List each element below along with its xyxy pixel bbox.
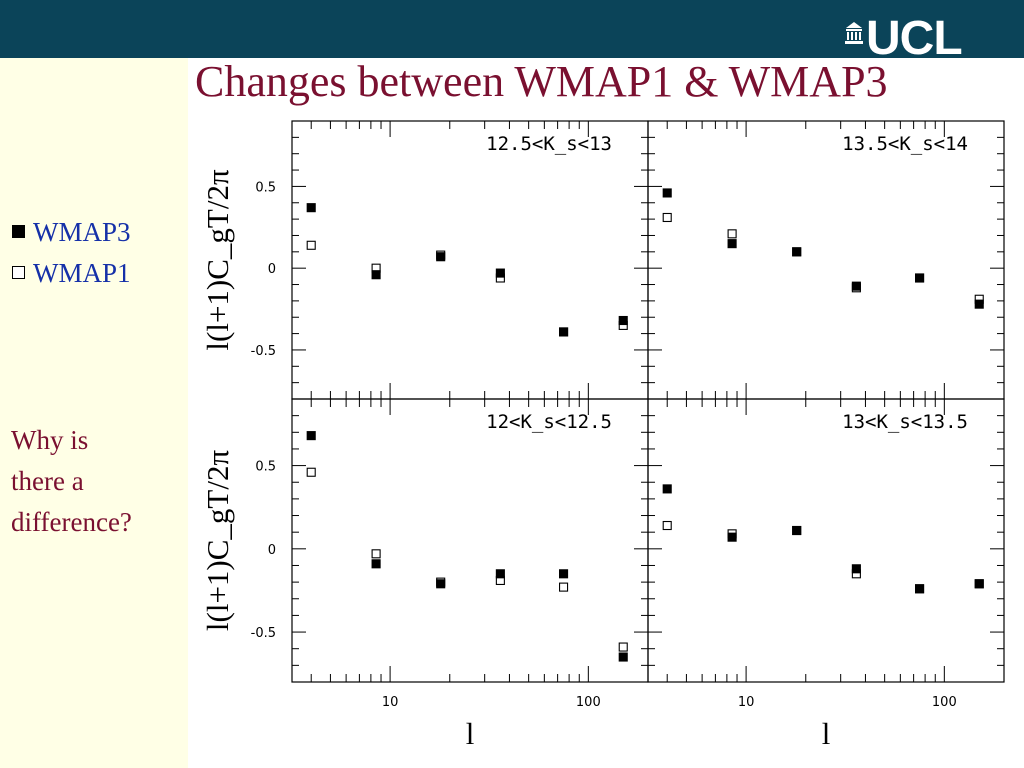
- x-axis-label: l: [822, 716, 831, 751]
- data-point-wmap1: [662, 212, 672, 223]
- logo-text: UCL: [866, 12, 963, 65]
- x-tick-label: 100: [576, 695, 601, 710]
- data-point-wmap3: [436, 252, 446, 262]
- question-line: Why is: [11, 425, 89, 455]
- data-point-wmap3: [727, 532, 737, 542]
- panel-label: 12.5<K_s<13: [486, 133, 612, 155]
- y-axis-label: l(l+1)C_gT/2π: [200, 169, 235, 351]
- data-point-wmap3: [371, 559, 381, 569]
- data-point-wmap1: [306, 467, 316, 477]
- ucl-portico-icon: [845, 22, 863, 44]
- y-tick-label: -0.5: [251, 626, 276, 641]
- panel-frame: [647, 120, 1005, 400]
- y-tick-label: 0.5: [255, 460, 276, 475]
- sidebar: [0, 58, 188, 768]
- data-point-wmap1: [662, 520, 672, 531]
- data-point-wmap3: [495, 268, 505, 278]
- question-line: there a: [11, 466, 84, 496]
- open-square-icon: [12, 266, 25, 279]
- data-point-wmap3: [495, 569, 505, 579]
- panel-label: 13<K_s<13.5: [842, 411, 968, 433]
- data-point-wmap1: [371, 549, 381, 559]
- legend-item-wmap1: WMAP1: [12, 257, 131, 289]
- data-point-wmap3: [662, 484, 672, 494]
- slide-title: Changes between WMAP1 & WMAP3: [195, 57, 888, 106]
- question-text: Why is there a difference?: [11, 420, 181, 543]
- panel-3: 0.5 0 -0.5 l(l+1)C_gT/2π 10 100 l 12<K_s<12.5: [200, 398, 649, 751]
- data-point-wmap3: [436, 579, 446, 589]
- data-point-wmap3: [618, 315, 628, 326]
- panel-4: 10 100 l 13<K_s<13.5: [647, 398, 1005, 751]
- data-point-wmap3: [618, 652, 628, 662]
- data-point-wmap3: [792, 247, 802, 257]
- x-tick-label: 10: [738, 695, 755, 710]
- data-point-wmap3: [559, 569, 569, 579]
- y-axis-label: l(l+1)C_gT/2π: [200, 450, 235, 632]
- x-tick-label: 10: [382, 695, 399, 710]
- y-tick-label: 0.5: [255, 180, 276, 195]
- data-point-wmap1: [306, 240, 316, 250]
- legend-label-wmap1: WMAP1: [33, 258, 131, 288]
- panel-label: 13.5<K_s<14: [842, 133, 968, 155]
- panel-2: 13.5<K_s<14: [647, 120, 1005, 400]
- panel-label: 12<K_s<12.5: [486, 411, 612, 433]
- x-axis-label: l: [466, 716, 475, 751]
- data-point-wmap3: [974, 299, 984, 309]
- data-point-wmap3: [915, 584, 925, 594]
- chart-figure: 0.5 0 -0.5 l(l+1)C_gT/2π 12.5<K_s<13 13.5<K_s…: [200, 120, 1005, 751]
- data-point-wmap3: [306, 203, 316, 213]
- data-point-wmap3: [662, 188, 672, 198]
- legend-label-wmap3: WMAP3: [33, 217, 131, 247]
- data-point-wmap1: [727, 229, 737, 239]
- panel-1: 0.5 0 -0.5 l(l+1)C_gT/2π 12.5<K_s<13: [200, 120, 649, 400]
- data-point-wmap3: [559, 327, 569, 337]
- panel-frame: [291, 398, 649, 683]
- data-point-wmap3: [851, 281, 861, 291]
- ucl-logo: UCL: [845, 12, 963, 65]
- panel-frame: [291, 120, 649, 400]
- data-point-wmap1: [559, 582, 569, 592]
- data-point-wmap3: [851, 564, 861, 574]
- x-tick-label: 100: [932, 695, 957, 710]
- data-point-wmap3: [371, 270, 381, 280]
- panel-frame: [647, 398, 1005, 683]
- data-point-wmap3: [974, 579, 984, 589]
- data-point-wmap3: [915, 273, 925, 283]
- legend-item-wmap3: WMAP3: [12, 216, 131, 248]
- data-point-wmap3: [306, 431, 316, 441]
- data-point-wmap3: [727, 239, 737, 249]
- data-point-wmap1: [618, 642, 628, 652]
- question-line: difference?: [11, 507, 132, 537]
- y-tick-label: -0.5: [251, 344, 276, 359]
- filled-square-icon: [12, 225, 25, 238]
- data-point-wmap3: [792, 525, 802, 536]
- y-tick-label: 0: [268, 543, 276, 558]
- y-tick-label: 0: [268, 262, 276, 277]
